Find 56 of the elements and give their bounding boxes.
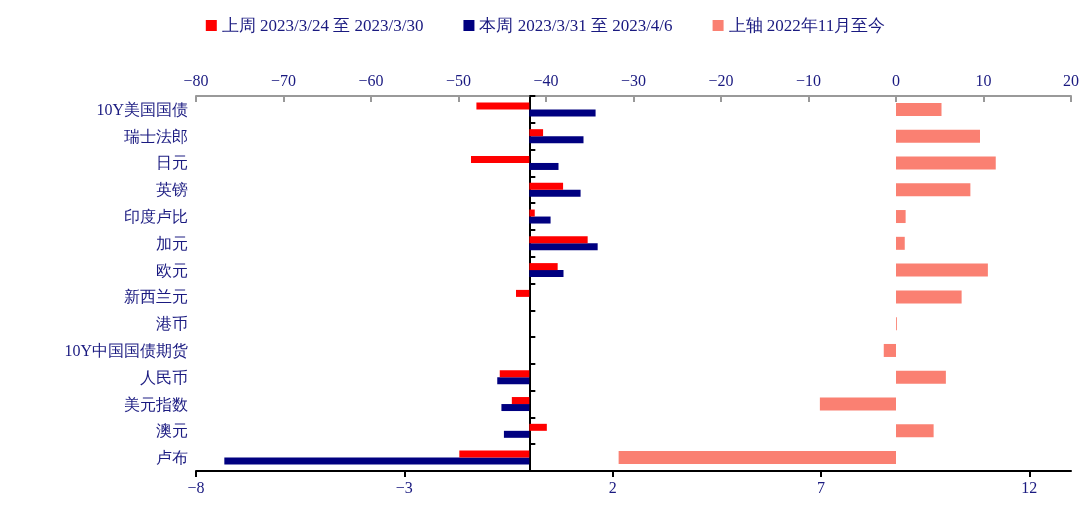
x-tick-label: 2 [608, 478, 617, 496]
bar [529, 129, 544, 137]
bar [501, 404, 530, 412]
bar [459, 450, 530, 458]
x-tick-label: −8 [187, 478, 205, 496]
bar [529, 189, 581, 197]
x2-tick-label: 0 [892, 71, 900, 89]
y-tick-label: 10Y中国国债期货 [64, 341, 188, 359]
legend-label: 本周 2023/3/31 至 2023/4/6 [479, 16, 673, 35]
bar [529, 136, 584, 144]
bar [499, 370, 530, 378]
x2-tick-label: −10 [795, 71, 822, 89]
bar [529, 162, 559, 170]
bar [511, 397, 530, 405]
x2-tick-label: −80 [183, 71, 209, 89]
x2-tick-label: −30 [620, 71, 647, 89]
y-tick-label: 印度卢比 [124, 208, 188, 226]
y-tick-label: 加元 [156, 234, 188, 252]
bar [529, 109, 596, 117]
bar [503, 430, 530, 438]
y-tick-label: 10Y美国国债 [96, 100, 188, 118]
y-tick-label: 新西兰元 [124, 288, 188, 306]
bar [224, 457, 530, 465]
x2-tick-label: −40 [533, 71, 559, 89]
y-tick-label: 英镑 [156, 181, 188, 199]
bar [529, 270, 564, 278]
x-tick-label: 7 [817, 478, 825, 496]
y-tick-label: 日元 [156, 154, 188, 172]
bar [529, 216, 551, 224]
x2-tick-label: −70 [270, 71, 297, 89]
bar [471, 155, 530, 163]
x-tick-label: −3 [395, 478, 413, 496]
x2-tick-label: 20 [1063, 71, 1079, 89]
x2-tick-label: −60 [358, 71, 384, 89]
x2-tick-label: −50 [445, 71, 472, 89]
bar [529, 423, 547, 431]
x2-tick-label: 10 [975, 71, 992, 89]
bar [497, 377, 530, 385]
bar [529, 209, 535, 217]
legend-label: 上轴 2022年11月至今 [728, 16, 886, 35]
bar [529, 182, 564, 190]
y-tick-label: 卢布 [156, 449, 188, 467]
x2-tick-label: −20 [708, 71, 734, 89]
y-tick-label: 澳元 [156, 422, 188, 440]
y-tick-label: 港币 [156, 315, 188, 333]
y-tick-label: 欧元 [156, 261, 188, 279]
y-tick-label: 美元指数 [124, 395, 188, 413]
bar [529, 243, 598, 251]
x-tick-label: 12 [1021, 478, 1038, 496]
legend-label: 上周 2023/3/24 至 2023/3/30 [221, 16, 424, 35]
bar [529, 236, 588, 244]
y-tick-label: 人民币 [140, 368, 188, 386]
bar [516, 289, 530, 297]
bar [476, 102, 530, 110]
y-tick-label: 瑞士法郎 [124, 127, 188, 145]
bar [529, 263, 558, 271]
